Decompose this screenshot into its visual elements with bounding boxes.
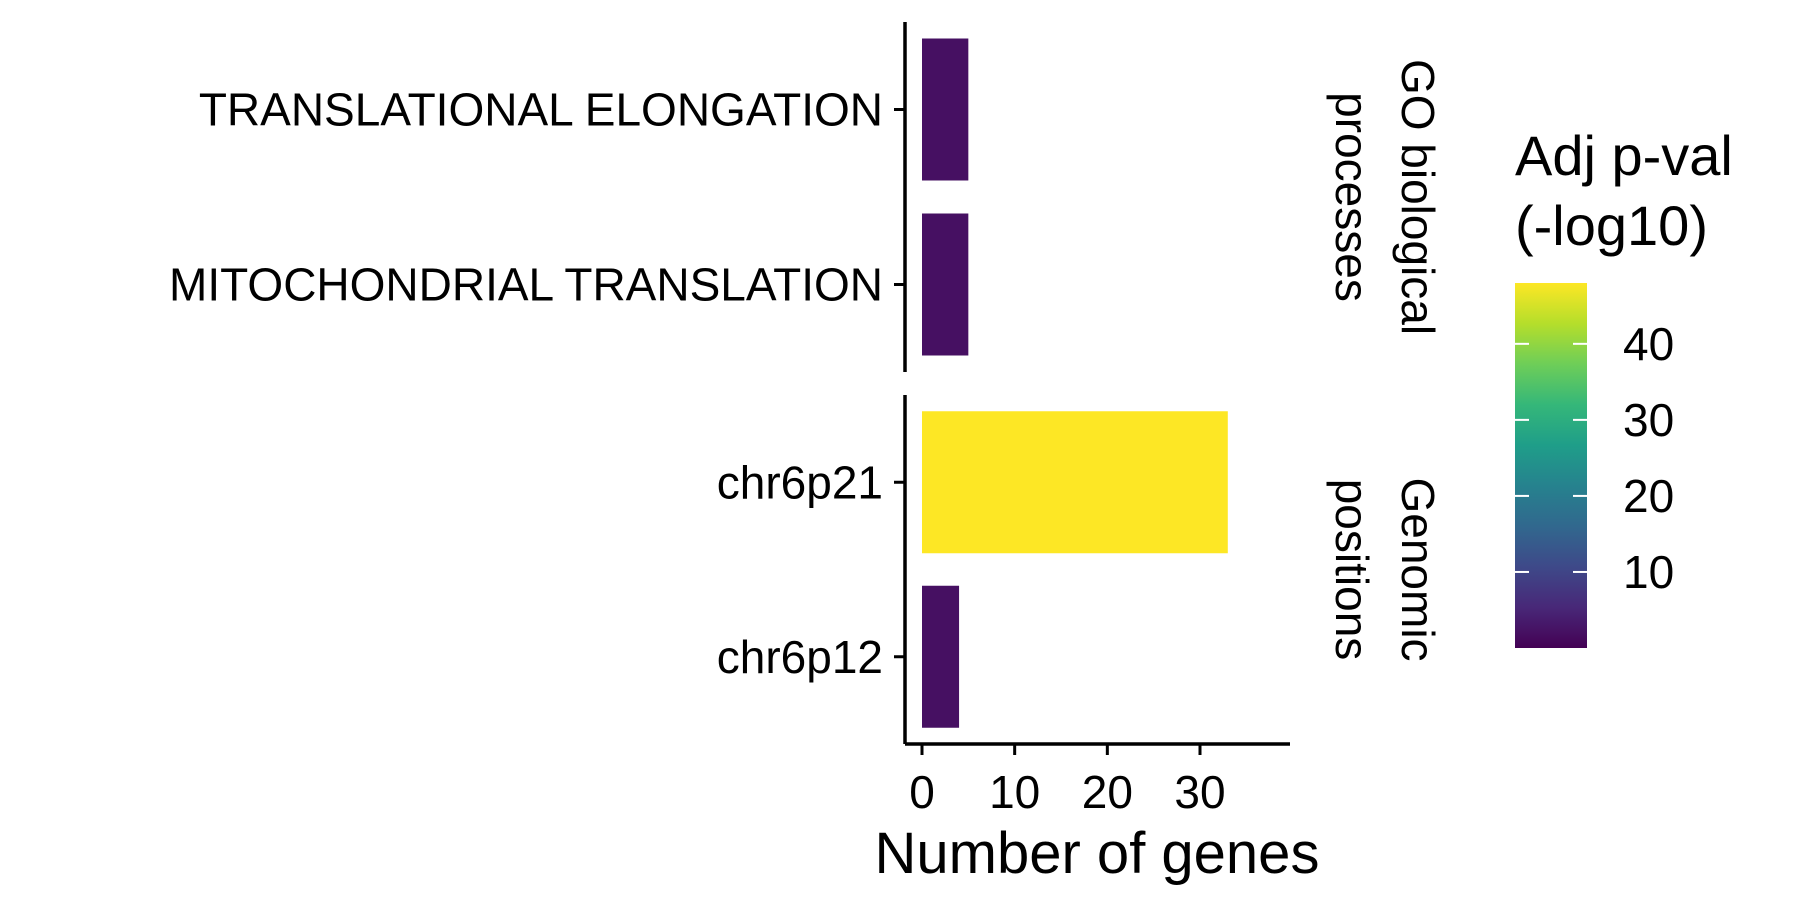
- x-axis-title: Number of genes: [875, 821, 1320, 886]
- facet-strip-label: GO biologicalprocesses: [1326, 59, 1444, 335]
- category-label: chr6p12: [717, 631, 883, 683]
- colorbar-legend: Adj p-val (-log10) 10 20 30 40: [1515, 124, 1733, 648]
- bar: [922, 585, 960, 728]
- colorbar: [1515, 283, 1587, 648]
- colorbar-tick-label: 20: [1623, 470, 1674, 522]
- colorbar-tick-label: 10: [1623, 546, 1674, 598]
- colorbar-tick-label: 40: [1623, 318, 1674, 370]
- x-axis: 0 10 20 30: [905, 742, 1290, 818]
- x-tick-label: 30: [1174, 766, 1225, 818]
- category-label: TRANSLATIONAL ELONGATION: [199, 84, 883, 136]
- facet-strip-label: Genomicpositions: [1326, 477, 1444, 661]
- x-tick-label: 10: [989, 766, 1040, 818]
- colorbar-tick-label: 30: [1623, 394, 1674, 446]
- legend-title: Adj p-val (-log10): [1515, 124, 1733, 257]
- x-tick-label: 0: [909, 766, 935, 818]
- facet-panel: chr6p21 chr6p12 Genomicpositions: [717, 395, 1444, 744]
- bar: [922, 38, 969, 181]
- bar: [922, 213, 969, 356]
- facet-panels: TRANSLATIONAL ELONGATION MITOCHONDRIAL TR…: [169, 22, 1444, 744]
- x-tick-label: 20: [1082, 766, 1133, 818]
- facet-panel: TRANSLATIONAL ELONGATION MITOCHONDRIAL TR…: [169, 22, 1444, 372]
- category-label: chr6p21: [717, 456, 883, 508]
- bar: [922, 411, 1228, 554]
- category-label: MITOCHONDRIAL TRANSLATION: [169, 259, 883, 311]
